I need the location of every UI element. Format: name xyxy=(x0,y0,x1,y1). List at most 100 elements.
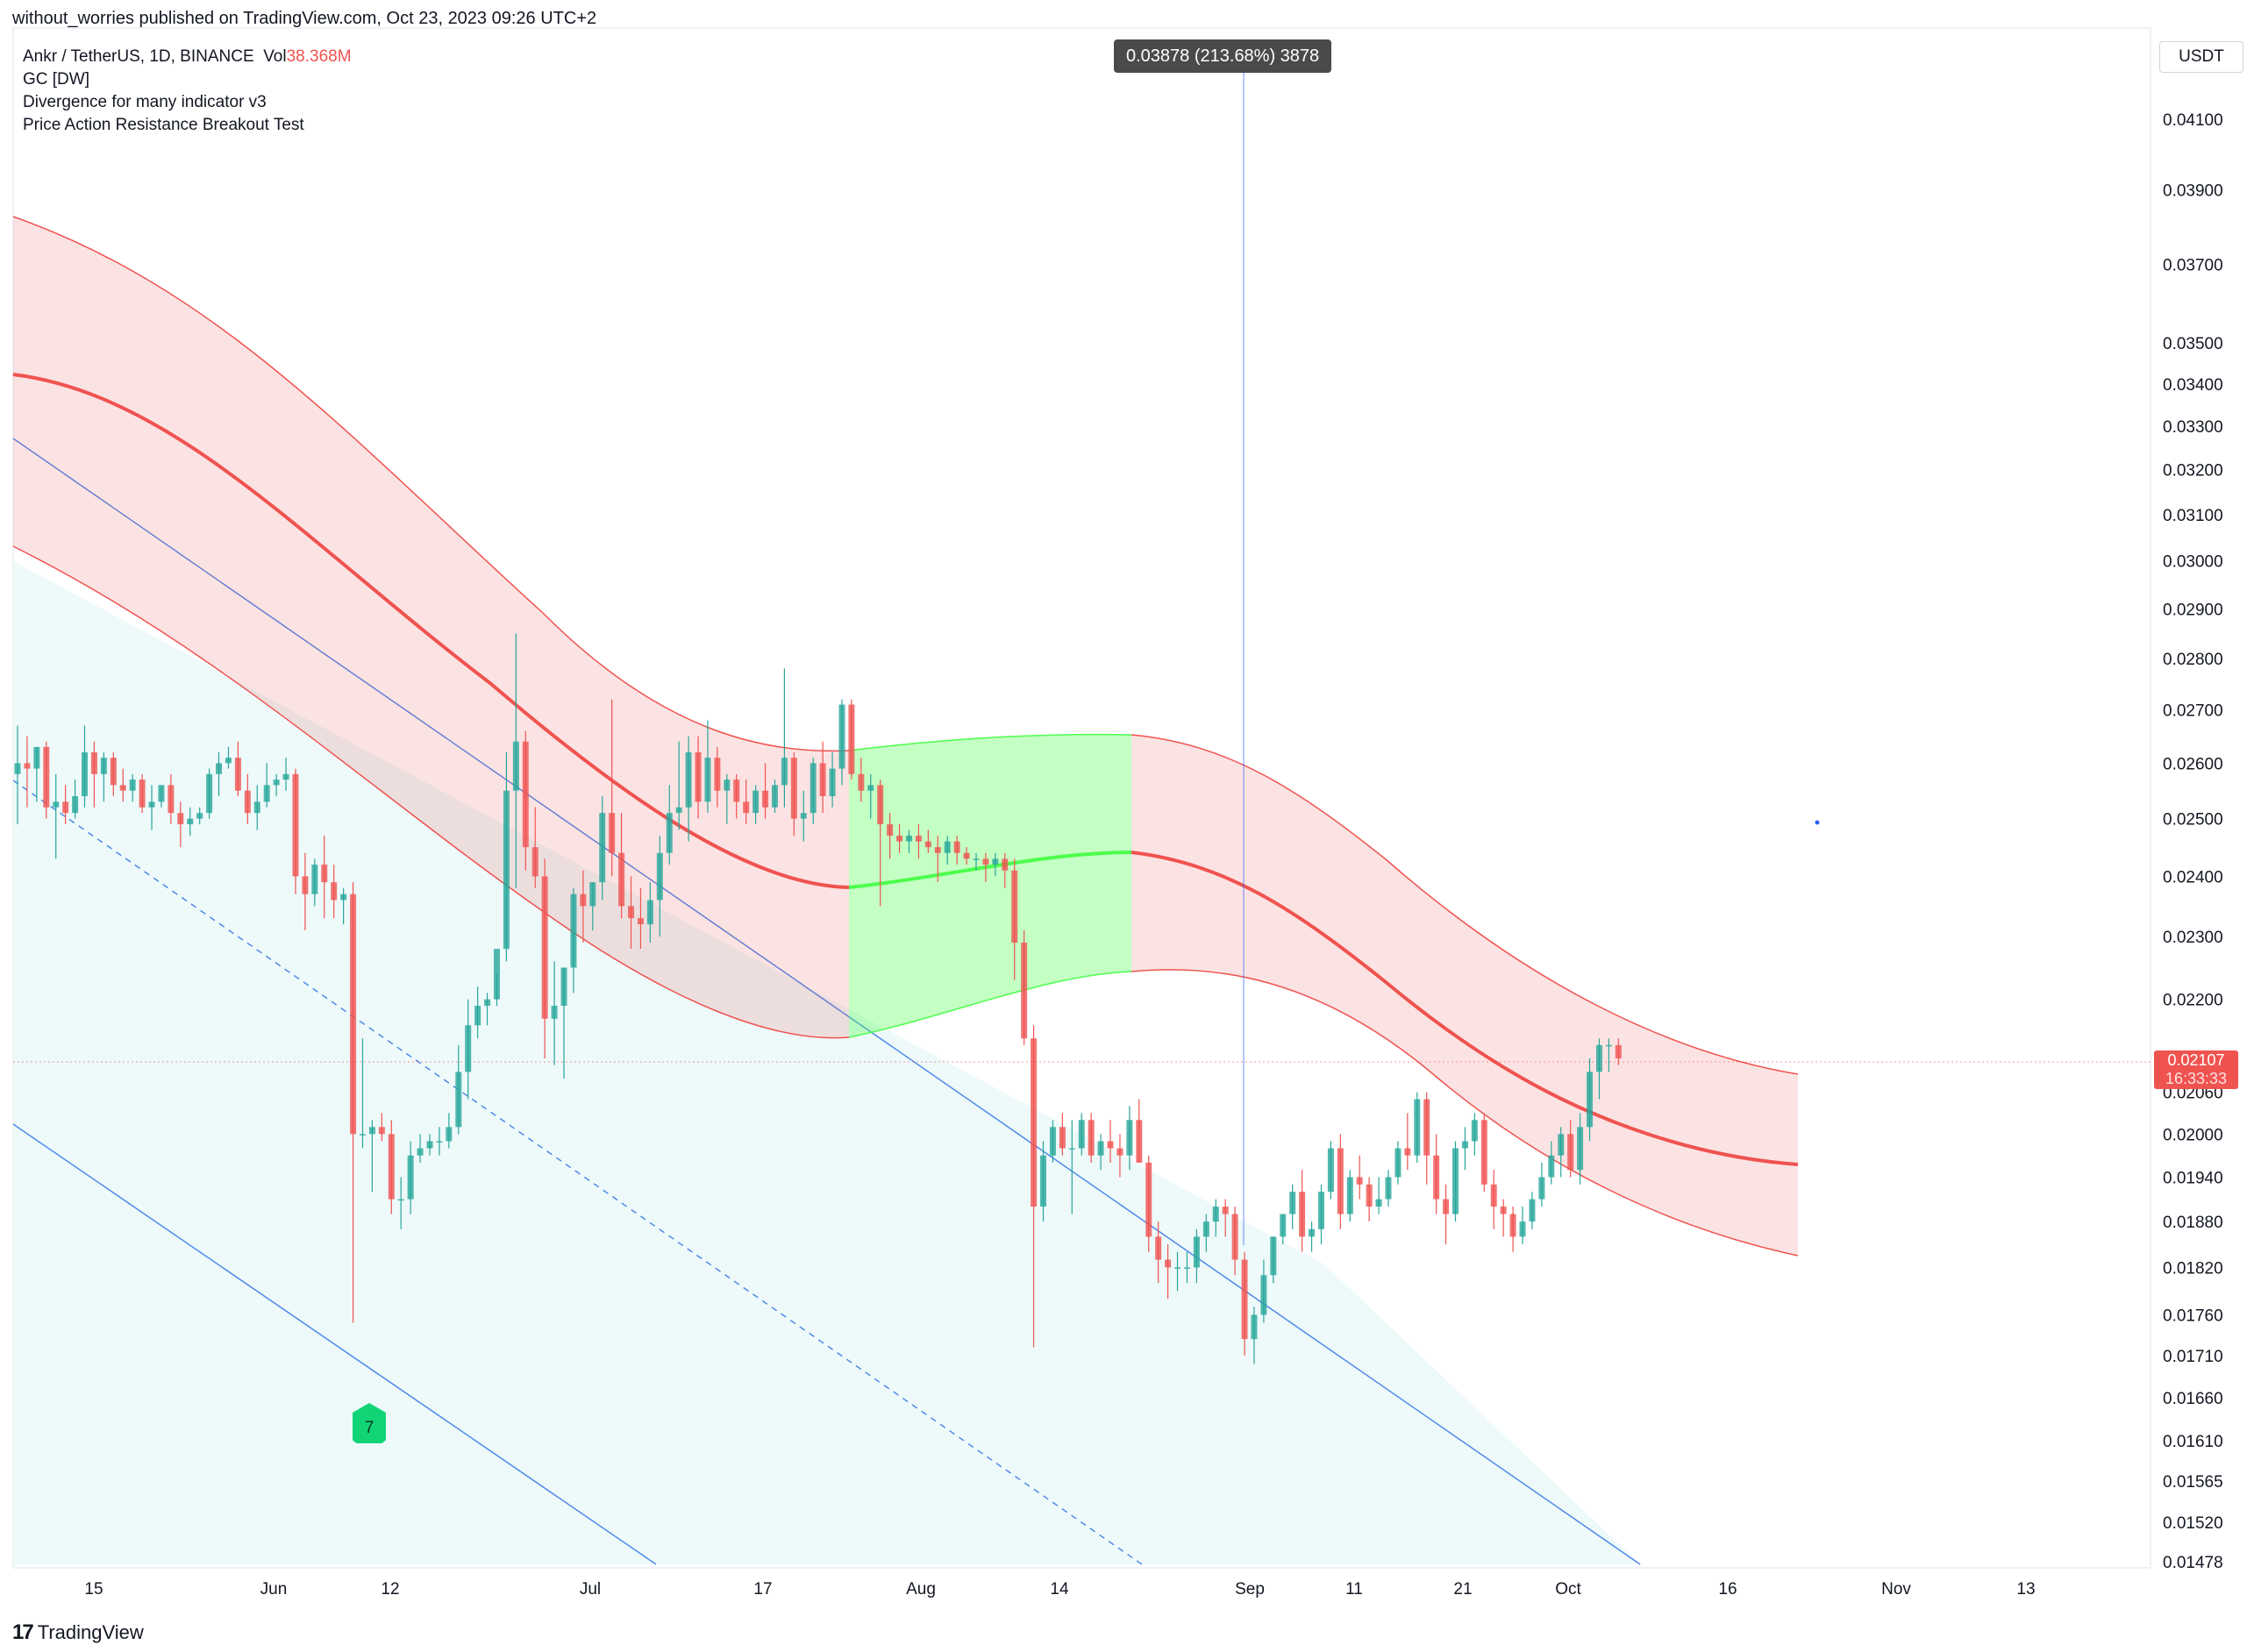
candle-body xyxy=(867,785,874,791)
candle xyxy=(762,763,769,819)
candle-body xyxy=(1165,1259,1172,1268)
candle xyxy=(1394,1141,1402,1185)
candle-body xyxy=(263,785,270,802)
currency-button[interactable]: USDT xyxy=(2159,41,2243,73)
candle xyxy=(311,858,318,907)
candle xyxy=(771,780,778,814)
candle-body xyxy=(1088,1120,1095,1156)
candle xyxy=(1538,1162,1545,1207)
candle xyxy=(129,773,136,802)
candle-body xyxy=(1529,1199,1536,1222)
time-tick-label: 13 xyxy=(2016,1580,2035,1599)
candle-body xyxy=(819,763,826,796)
candle xyxy=(790,751,797,837)
band-upper-red-right xyxy=(1131,734,1799,1075)
candle xyxy=(1097,1134,1104,1171)
candle xyxy=(378,1113,385,1142)
candle xyxy=(905,830,912,853)
candle-body xyxy=(234,758,241,791)
candle-body xyxy=(1068,1148,1075,1150)
symbol-line[interactable]: Ankr / TetherUS, 1D, BINANCE Vol38.368M xyxy=(23,46,352,68)
time-tick-label: Sep xyxy=(1235,1580,1265,1599)
candle-body xyxy=(685,751,692,808)
candle-body xyxy=(474,1006,481,1026)
candle xyxy=(292,768,299,894)
candle xyxy=(14,725,21,825)
candle-body xyxy=(484,999,491,1007)
candle-body xyxy=(1558,1134,1565,1156)
candle-body xyxy=(733,780,740,802)
candle-body xyxy=(877,785,884,825)
candle-body xyxy=(417,1148,424,1156)
indicator-price-action[interactable]: Price Action Resistance Breakout Test xyxy=(23,116,304,134)
candle-body xyxy=(100,758,107,774)
candle xyxy=(915,824,922,859)
candle xyxy=(1040,1141,1047,1222)
candle-body xyxy=(887,824,894,837)
candle-body xyxy=(1615,1044,1622,1059)
candle xyxy=(685,736,692,842)
candle xyxy=(810,758,817,825)
marker-dot xyxy=(1815,820,1820,825)
band-upper-green xyxy=(848,733,1132,751)
candle xyxy=(484,993,491,1026)
candle xyxy=(1280,1214,1287,1245)
indicator-gc[interactable]: GC [DW] xyxy=(23,70,89,89)
candle xyxy=(1519,1207,1526,1245)
candle-body xyxy=(1193,1236,1200,1268)
candle xyxy=(887,813,894,859)
price-tick-label: 0.01940 xyxy=(2163,1169,2223,1187)
candle xyxy=(838,699,845,786)
candle xyxy=(1433,1134,1440,1214)
candle xyxy=(206,768,213,819)
time-tick-label: Jun xyxy=(260,1580,288,1599)
candle xyxy=(1031,1025,1038,1348)
candle-body xyxy=(206,773,213,814)
candle-body xyxy=(368,1127,375,1135)
candle-body xyxy=(168,785,175,814)
candle xyxy=(1183,1251,1190,1284)
tradingview-brand: TradingView xyxy=(37,1621,144,1643)
candle xyxy=(1078,1113,1085,1156)
candle-body xyxy=(282,773,289,780)
candle xyxy=(1461,1127,1468,1171)
candle xyxy=(234,741,241,796)
candle-body xyxy=(129,780,136,791)
candle-body xyxy=(1116,1148,1123,1156)
candle-body xyxy=(743,801,750,814)
candle xyxy=(119,768,126,802)
candle xyxy=(1155,1221,1162,1284)
candle xyxy=(1356,1155,1363,1200)
candle-body xyxy=(1155,1236,1162,1260)
candle-body xyxy=(1423,1099,1430,1156)
candle-body xyxy=(455,1072,462,1128)
price-tick-label: 0.03400 xyxy=(2163,376,2223,395)
candle xyxy=(819,741,826,814)
tradingview-footer[interactable]: 17 TradingView xyxy=(12,1620,144,1645)
candle-body xyxy=(924,841,931,848)
candle-body xyxy=(848,704,855,774)
candle xyxy=(321,836,328,919)
candle-body xyxy=(1202,1221,1209,1237)
candle-body xyxy=(541,876,548,1019)
candle xyxy=(896,824,903,853)
indicator-divergence[interactable]: Divergence for many indicator v3 xyxy=(23,93,267,111)
candle xyxy=(1011,858,1018,980)
candle-body xyxy=(1040,1155,1047,1207)
time-tick-label: 12 xyxy=(381,1580,399,1599)
candle xyxy=(1021,930,1028,1045)
candle xyxy=(417,1134,424,1163)
candle xyxy=(1222,1199,1229,1237)
candle xyxy=(589,882,596,931)
candle xyxy=(53,773,60,859)
candle-body xyxy=(72,795,79,814)
candle xyxy=(474,986,481,1039)
time-tick-label: 16 xyxy=(1718,1580,1737,1599)
candle-body xyxy=(1452,1148,1459,1214)
candle-body xyxy=(62,801,69,814)
candle xyxy=(1165,1244,1172,1300)
candle xyxy=(388,1120,395,1214)
candle-body xyxy=(1011,870,1018,943)
candle xyxy=(43,741,50,819)
